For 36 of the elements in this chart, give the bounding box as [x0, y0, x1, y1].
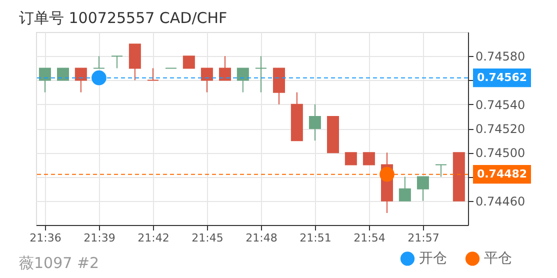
- candlestick: [219, 56, 231, 81]
- x-tick-label: 21:39: [84, 232, 116, 244]
- y-tick-label: 0.74460: [476, 194, 526, 208]
- candlestick: [111, 56, 123, 69]
- candlestick: [435, 164, 447, 178]
- ref-line-label: 0.74562: [476, 70, 528, 84]
- candlestick: [146, 68, 159, 81]
- candlestick: [398, 176, 411, 202]
- legend-label: 开仓: [419, 250, 447, 267]
- x-tick-label: 21:51: [300, 232, 332, 244]
- y-tick-label: 0.74500: [476, 146, 526, 160]
- candlestick: [200, 68, 213, 93]
- x-tick-label: 21:45: [192, 232, 224, 244]
- candlestick: [236, 68, 249, 93]
- y-tick-label: 0.74520: [476, 122, 526, 136]
- candlestick: [57, 68, 69, 81]
- candlestick: [38, 68, 51, 93]
- candlestick: [92, 56, 105, 69]
- x-tick-label: 21:48: [246, 232, 278, 244]
- legend-label: 平仓: [484, 250, 512, 267]
- candlestick: [254, 56, 267, 93]
- ref-line-label: 0.74482: [476, 167, 528, 180]
- x-tick-label: 21:36: [30, 232, 62, 244]
- chart-title: 订单号 100725557 CAD/CHF: [19, 9, 228, 27]
- candlestick: [74, 68, 87, 93]
- text: 薇1097 #2: [19, 254, 100, 272]
- x-tick-label: 21:42: [138, 232, 170, 244]
- y-tick-label: 0.74580: [476, 50, 526, 64]
- candlestick: [362, 152, 375, 166]
- y-tick-label: 0.74540: [476, 98, 526, 112]
- x-tick-label: 21:57: [408, 232, 440, 244]
- candlestick: [416, 176, 429, 202]
- candlestick: [344, 152, 357, 166]
- candlestick: [182, 56, 195, 69]
- x-tick-label: 21:54: [354, 232, 386, 244]
- candlestick: [308, 104, 321, 142]
